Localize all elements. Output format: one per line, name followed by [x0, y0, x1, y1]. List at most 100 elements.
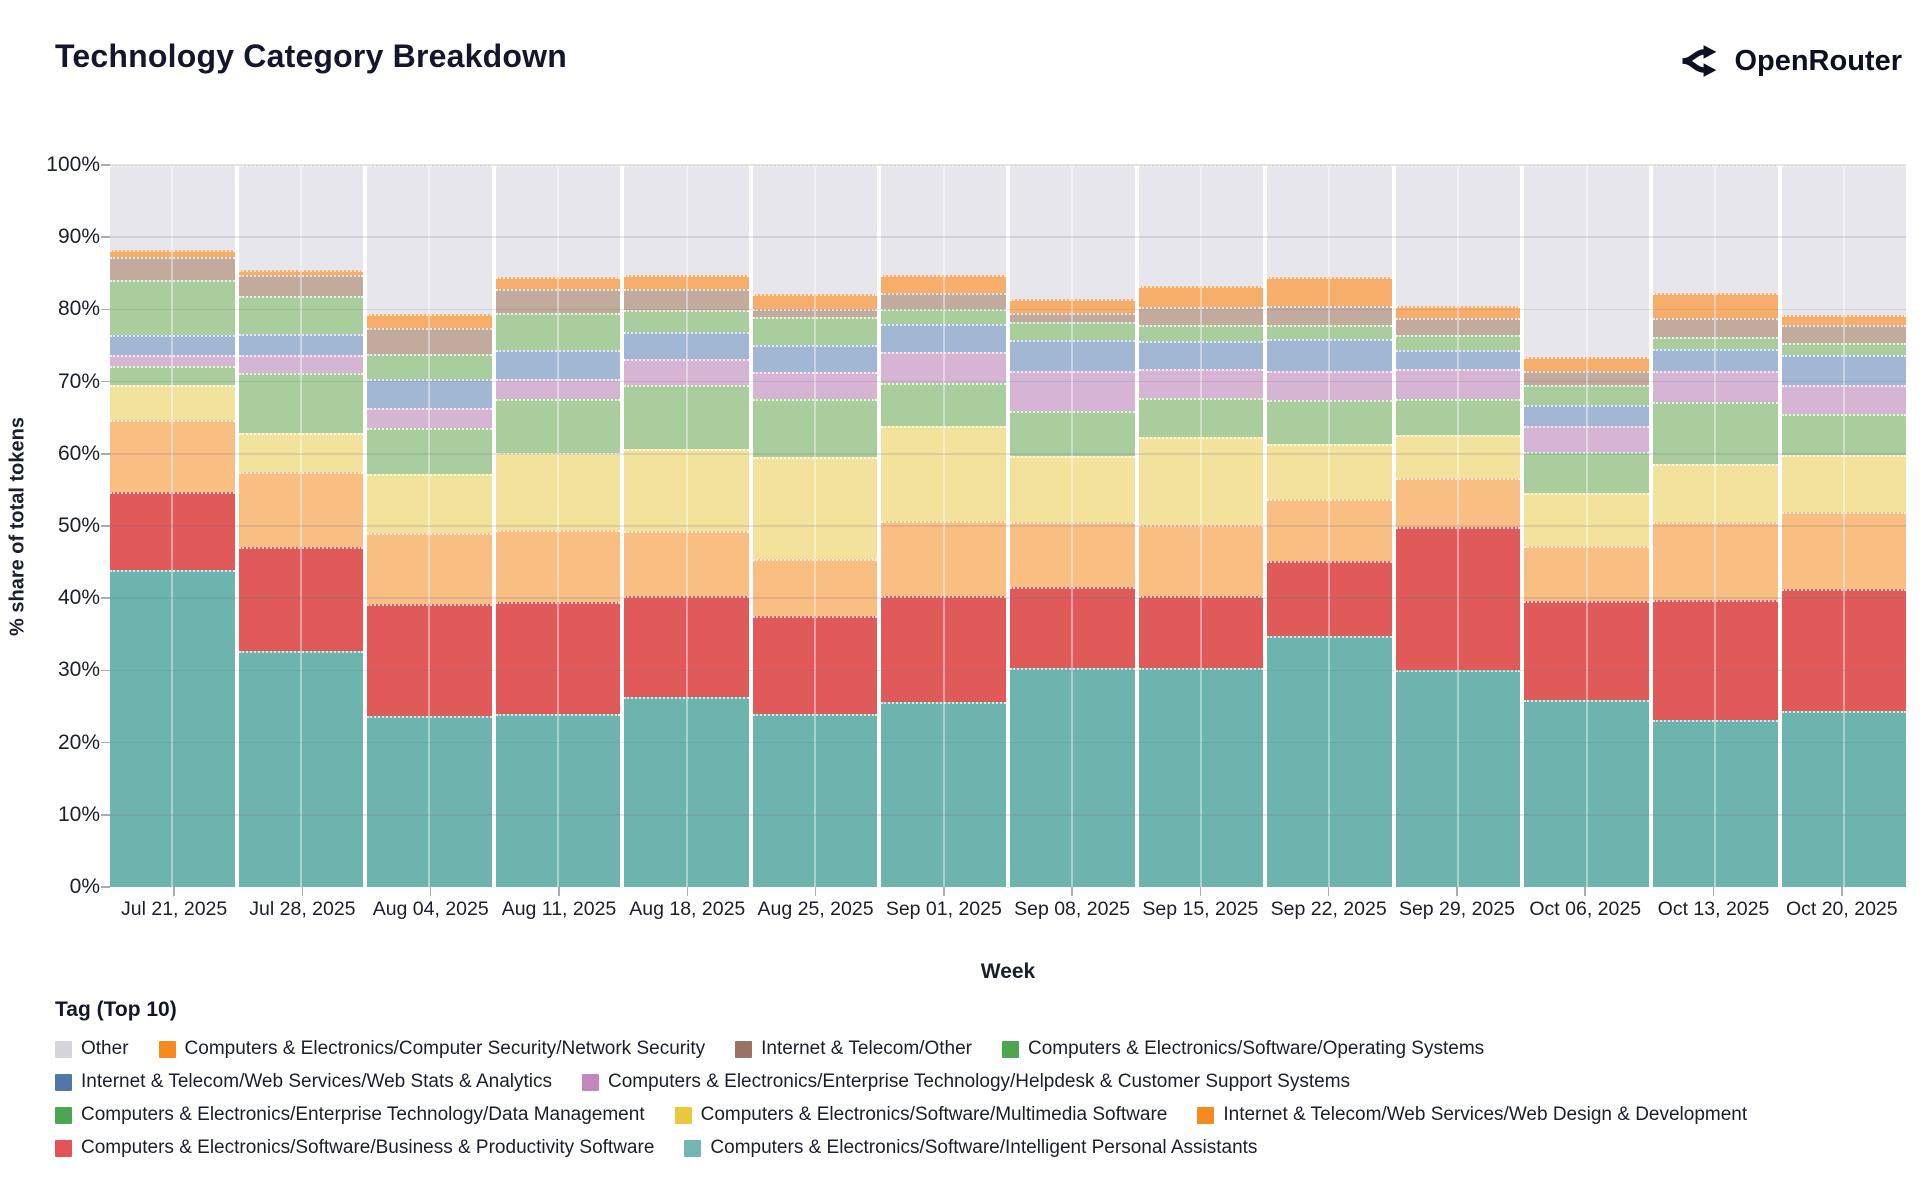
- bar-segment[interactable]: [1267, 635, 1392, 887]
- bar-segment[interactable]: [1395, 435, 1521, 478]
- bar-segment[interactable]: [1138, 524, 1264, 597]
- bar-segment[interactable]: [624, 288, 749, 311]
- bar-segment[interactable]: [495, 453, 621, 531]
- bar-segment[interactable]: [1652, 349, 1778, 371]
- bar-segment[interactable]: [881, 165, 1007, 275]
- bar-segment[interactable]: [1138, 341, 1264, 370]
- bar-segment[interactable]: [1524, 384, 1649, 406]
- bar-segment[interactable]: [624, 358, 749, 385]
- bar-segment[interactable]: [1138, 325, 1264, 342]
- bar-segment[interactable]: [367, 603, 492, 716]
- bar-segment[interactable]: [1781, 342, 1907, 355]
- bar-segment[interactable]: [367, 327, 492, 354]
- bar-segment[interactable]: [1138, 369, 1264, 399]
- bar-segment[interactable]: [1524, 546, 1649, 602]
- bar-segment[interactable]: [1781, 710, 1907, 887]
- bar-segment[interactable]: [1781, 414, 1907, 455]
- bar-segment[interactable]: [495, 276, 621, 289]
- bar-segment[interactable]: [1138, 285, 1264, 308]
- bar-segment[interactable]: [881, 383, 1007, 427]
- bar-segment[interactable]: [367, 313, 492, 328]
- bar-segment[interactable]: [624, 331, 749, 359]
- legend-item[interactable]: Other: [55, 1038, 129, 1060]
- legend-item[interactable]: Computers & Electronics/Software/Operati…: [1001, 1038, 1484, 1060]
- bar-segment[interactable]: [1010, 667, 1135, 887]
- bar-segment[interactable]: [1781, 314, 1907, 326]
- bar-segment[interactable]: [1652, 336, 1778, 350]
- bar-segment[interactable]: [110, 365, 235, 385]
- bar-segment[interactable]: [1395, 527, 1521, 671]
- bar-segment[interactable]: [1781, 325, 1907, 343]
- bar-segment[interactable]: [367, 715, 492, 887]
- bar-segment[interactable]: [1267, 400, 1392, 444]
- bar-segment[interactable]: [1267, 305, 1392, 325]
- bar-segment[interactable]: [110, 384, 235, 420]
- bar-segment[interactable]: [110, 279, 235, 335]
- bar-segment[interactable]: [495, 313, 621, 350]
- bar-segment[interactable]: [1524, 370, 1649, 385]
- bar-segment[interactable]: [238, 165, 364, 271]
- bar-segment[interactable]: [495, 530, 621, 602]
- bar-segment[interactable]: [110, 492, 235, 571]
- bar-segment[interactable]: [1652, 720, 1778, 887]
- bar-segment[interactable]: [881, 323, 1007, 353]
- bar-segment[interactable]: [752, 316, 878, 345]
- bar-segment[interactable]: [238, 295, 364, 334]
- bar-segment[interactable]: [1781, 384, 1907, 415]
- bar-segment[interactable]: [495, 349, 621, 379]
- bar-segment[interactable]: [881, 274, 1007, 293]
- bar-segment[interactable]: [367, 379, 492, 409]
- bar-segment[interactable]: [752, 308, 878, 317]
- bar-segment[interactable]: [1781, 165, 1907, 315]
- bar-segment[interactable]: [1395, 349, 1521, 369]
- bar-segment[interactable]: [881, 308, 1007, 324]
- bar-segment[interactable]: [1781, 454, 1907, 513]
- bar-segment[interactable]: [1524, 452, 1649, 493]
- bar-segment[interactable]: [752, 372, 878, 399]
- bar-segment[interactable]: [1652, 401, 1778, 464]
- bar-segment[interactable]: [110, 249, 235, 258]
- bar-segment[interactable]: [110, 257, 235, 280]
- legend-item[interactable]: Computers & Electronics/Computer Securit…: [158, 1038, 705, 1060]
- bar-segment[interactable]: [881, 292, 1007, 309]
- bar-segment[interactable]: [1138, 307, 1264, 326]
- bar-segment[interactable]: [1395, 318, 1521, 335]
- bar-segment[interactable]: [495, 165, 621, 277]
- bar-segment[interactable]: [1652, 165, 1778, 293]
- legend-item[interactable]: Internet & Telecom/Web Services/Web Stat…: [55, 1071, 552, 1093]
- bar-segment[interactable]: [1138, 596, 1264, 669]
- bar-segment[interactable]: [881, 520, 1007, 597]
- bar-segment[interactable]: [238, 372, 364, 433]
- bar-segment[interactable]: [1138, 668, 1264, 887]
- bar-segment[interactable]: [752, 165, 878, 294]
- bar-segment[interactable]: [1010, 370, 1135, 412]
- bar-segment[interactable]: [1010, 322, 1135, 340]
- bar-segment[interactable]: [238, 354, 364, 373]
- bar-segment[interactable]: [1138, 398, 1264, 438]
- bar-segment[interactable]: [495, 398, 621, 454]
- bar-segment[interactable]: [1652, 463, 1778, 523]
- bar-segment[interactable]: [495, 713, 621, 887]
- bar-segment[interactable]: [1010, 339, 1135, 371]
- bar-segment[interactable]: [495, 288, 621, 314]
- bar-segment[interactable]: [238, 546, 364, 651]
- bar-segment[interactable]: [752, 398, 878, 457]
- bar-segment[interactable]: [238, 432, 364, 472]
- bar-segment[interactable]: [1652, 292, 1778, 319]
- bar-segment[interactable]: [110, 165, 235, 250]
- bar-segment[interactable]: [752, 559, 878, 617]
- bar-segment[interactable]: [1524, 700, 1649, 887]
- legend-item[interactable]: Computers & Electronics/Software/Busines…: [55, 1137, 654, 1159]
- bar-segment[interactable]: [881, 596, 1007, 703]
- legend-item[interactable]: Computers & Electronics/Enterprise Techn…: [582, 1071, 1350, 1093]
- bar-segment[interactable]: [624, 310, 749, 332]
- bar-segment[interactable]: [624, 448, 749, 532]
- bar-segment[interactable]: [624, 274, 749, 289]
- bar-segment[interactable]: [1010, 313, 1135, 323]
- bar-segment[interactable]: [1652, 600, 1778, 721]
- bar-segment[interactable]: [367, 532, 492, 604]
- bar-segment[interactable]: [1010, 299, 1135, 314]
- bar-segment[interactable]: [1524, 165, 1649, 358]
- bar-segment[interactable]: [1781, 512, 1907, 589]
- bar-segment[interactable]: [1524, 601, 1649, 701]
